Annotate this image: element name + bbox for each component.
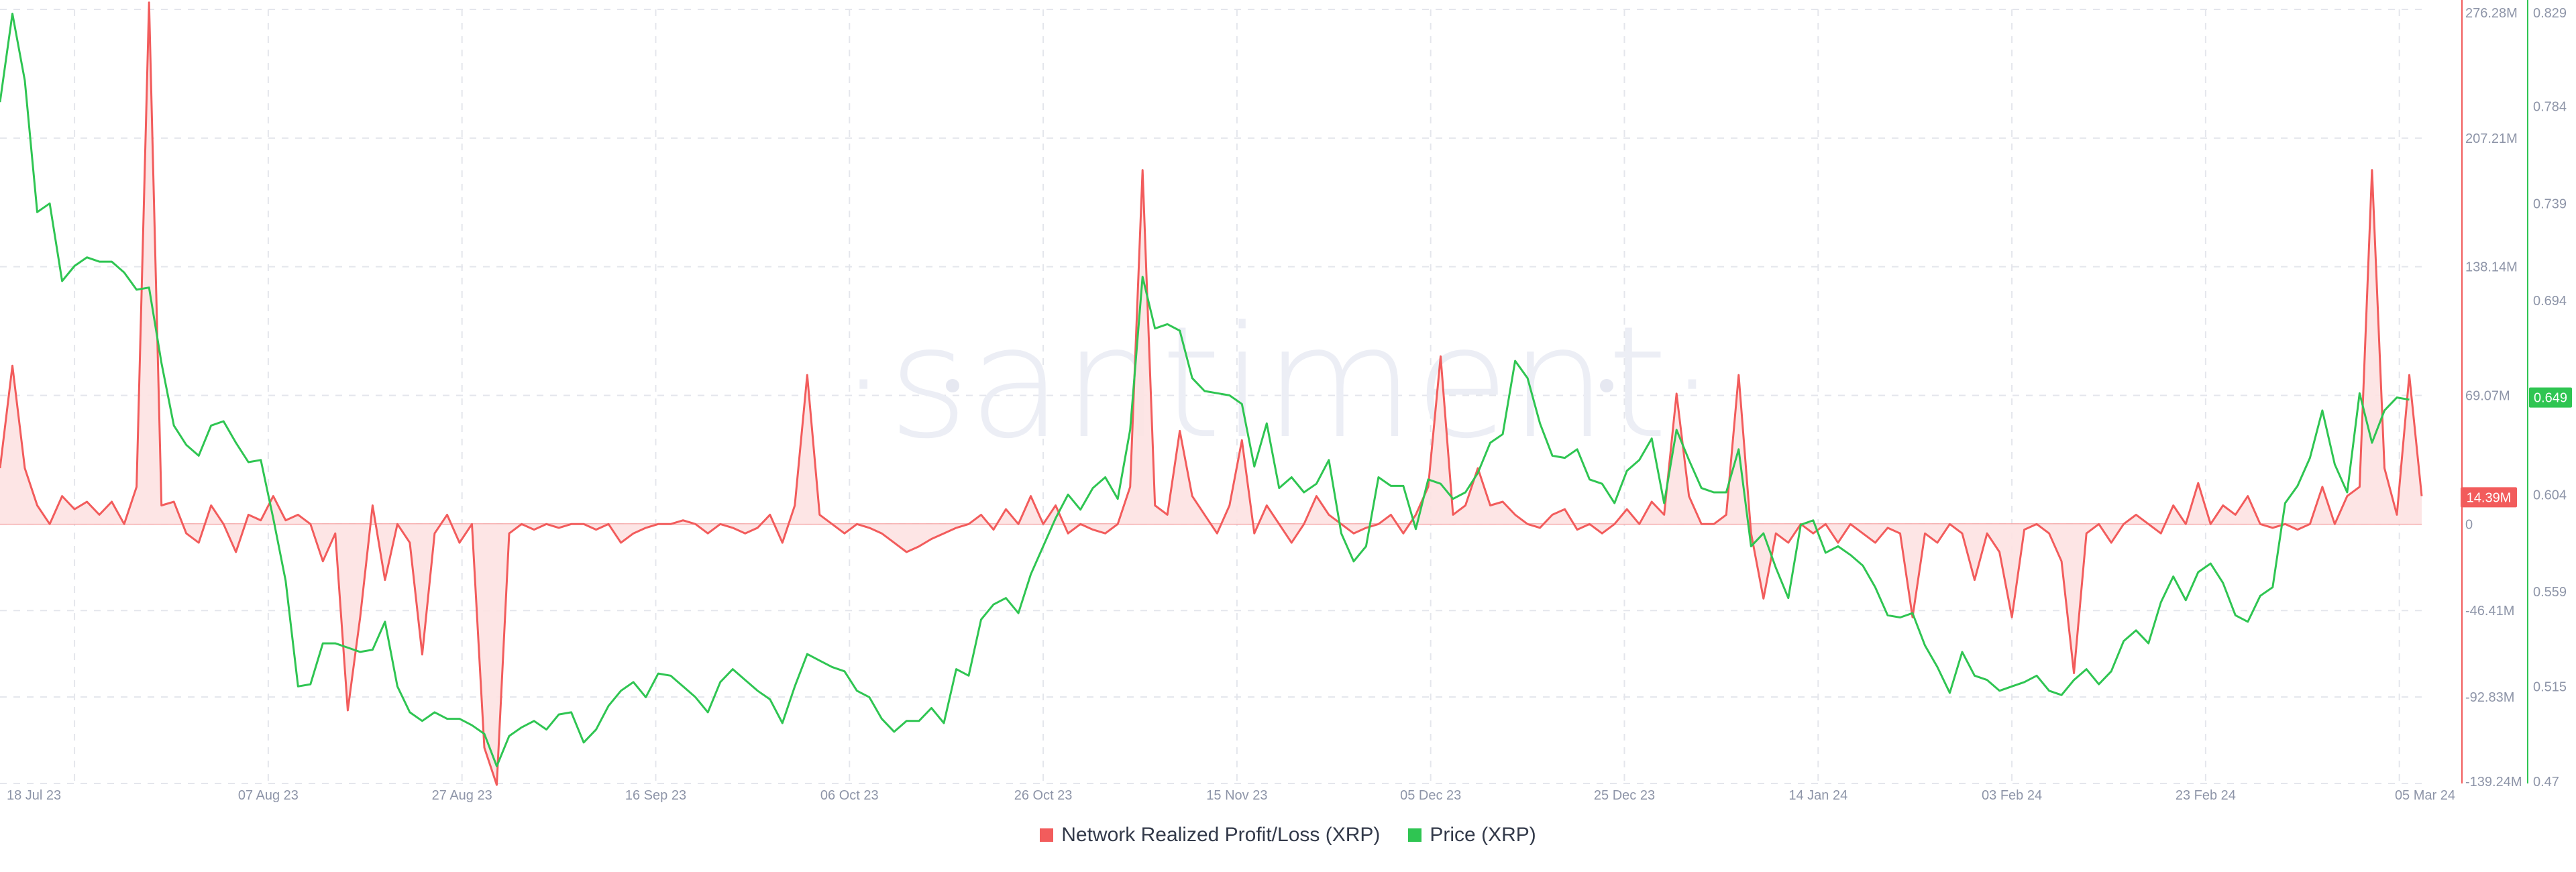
left-axis-tick-label: -139.24M [2465, 775, 2522, 789]
x-axis-date-label: 18 Jul 23 [7, 788, 61, 803]
chart-legend: Network Realized Profit/Loss (XRP) Price… [0, 824, 2576, 847]
left-axis-tick-label: 138.14M [2465, 260, 2518, 275]
profit-loss-current-value: 14.39M [2467, 490, 2512, 505]
right-axis-tick-label: 0.559 [2533, 585, 2567, 600]
left-axis-tick-label: -46.41M [2465, 604, 2514, 618]
x-axis-date-label: 23 Feb 24 [2176, 788, 2236, 803]
watermark-dot [946, 379, 959, 392]
legend-item-price[interactable]: Price (XRP) [1408, 824, 1536, 847]
x-axis-date-label: 14 Jan 24 [1788, 788, 1847, 803]
axis-layer: 276.28M 207.21M 138.14M 69.07M 0 -46.41M -92.8… [7, 0, 2572, 803]
legend-item-profit-loss[interactable]: Network Realized Profit/Loss (XRP) [1040, 824, 1380, 847]
x-axis-date-label: 16 Sep 23 [625, 788, 686, 803]
right-axis-tick-label: 0.604 [2533, 488, 2567, 502]
left-axis-tick-label: -92.83M [2465, 690, 2514, 705]
profit-loss-line [0, 1, 2423, 786]
right-axis-tick-label: 0.739 [2533, 197, 2567, 211]
price-current-badge [2529, 387, 2572, 408]
legend-price-label: Price (XRP) [1430, 824, 1536, 846]
price-line [0, 12, 2410, 767]
x-axis-date-label: 25 Dec 23 [1594, 788, 1655, 803]
santiment-watermark: ·santiment· [839, 294, 1717, 473]
right-axis-tick-label: 0.47 [2533, 775, 2559, 789]
series-layer [0, 1, 2423, 786]
price-current-value: 0.649 [2534, 391, 2567, 406]
right-axis-tick-label: 0.784 [2533, 100, 2567, 115]
x-axis-date-label: 15 Nov 23 [1206, 788, 1267, 803]
left-axis-tick-label: 69.07M [2465, 388, 2510, 403]
x-axis-date-label: 05 Dec 23 [1400, 788, 1461, 803]
profit-loss-current-badge [2461, 487, 2517, 508]
x-axis-date-label: 26 Oct 23 [1014, 788, 1073, 803]
profit-loss-swatch [1040, 828, 1054, 842]
x-axis-date-label: 27 Aug 23 [432, 788, 492, 803]
watermark-dot [1600, 379, 1613, 392]
x-axis-date-label: 03 Feb 24 [1982, 788, 2042, 803]
left-axis-tick-label: 0 [2465, 517, 2473, 532]
left-axis-tick-label: 276.28M [2465, 6, 2518, 21]
right-axis-tick-label: 0.694 [2533, 294, 2567, 309]
right-axis-tick-label: 0.829 [2533, 6, 2567, 21]
right-axis-tick-label: 0.515 [2533, 679, 2567, 694]
x-axis-date-label: 05 Mar 24 [2395, 788, 2455, 803]
price-swatch [1408, 828, 1422, 842]
legend-profit-loss-label: Network Realized Profit/Loss (XRP) [1061, 824, 1381, 846]
x-axis-date-label: 07 Aug 23 [238, 788, 299, 803]
x-axis-date-label: 06 Oct 23 [820, 788, 879, 803]
left-axis-tick-label: 207.21M [2465, 131, 2518, 146]
